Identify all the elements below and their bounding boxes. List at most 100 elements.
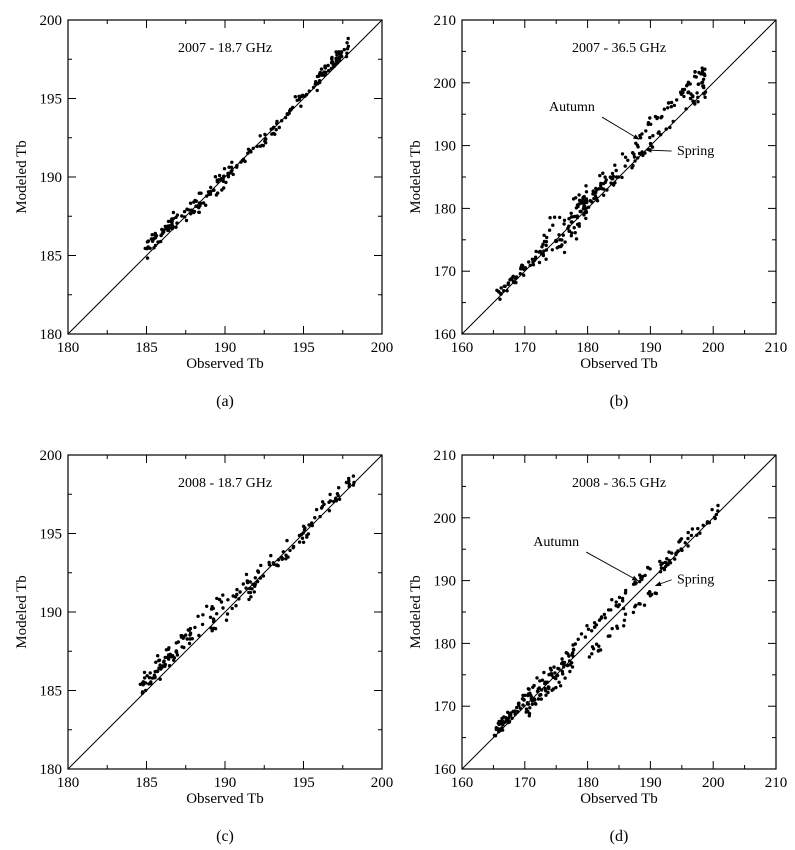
data-point (608, 634, 612, 638)
data-point (253, 584, 257, 588)
data-point (550, 248, 554, 252)
data-point (141, 683, 145, 687)
data-point (558, 215, 562, 220)
data-point (546, 685, 551, 689)
data-point (694, 75, 698, 79)
data-point (283, 115, 288, 120)
data-point (344, 480, 349, 485)
data-point (209, 189, 213, 193)
data-point (158, 677, 162, 681)
data-point (513, 275, 517, 280)
data-point (703, 67, 707, 71)
data-point (555, 673, 560, 678)
data-point (511, 709, 516, 714)
data-point (201, 201, 206, 205)
data-point (514, 280, 518, 285)
data-point (548, 216, 552, 220)
data-point (617, 603, 621, 607)
data-point (646, 566, 650, 570)
data-point (602, 193, 606, 197)
data-point (241, 582, 245, 586)
data-point (541, 242, 545, 246)
data-point (188, 633, 192, 637)
panel-b: 160 170 180 190 200 210 160 170 180 190 200 210 Obse… (408, 13, 787, 410)
data-point (570, 661, 574, 665)
data-point (584, 216, 588, 221)
data-point (225, 612, 230, 616)
data-point (560, 669, 564, 674)
data-point (247, 597, 251, 602)
data-point (280, 119, 284, 123)
x-tick-label: 170 (514, 775, 537, 791)
scatter-points (138, 474, 356, 695)
data-point (590, 200, 594, 204)
y-tick-label: 190 (434, 574, 457, 590)
data-point (555, 246, 559, 250)
data-point (684, 107, 688, 111)
data-point (531, 685, 535, 689)
data-point (272, 125, 276, 129)
data-point (284, 557, 288, 561)
data-point (213, 175, 218, 179)
data-point (335, 53, 339, 57)
data-point (560, 238, 564, 242)
data-point (167, 224, 172, 228)
data-point (554, 685, 558, 690)
data-point (631, 610, 636, 615)
data-point (194, 204, 198, 208)
data-point (540, 678, 545, 682)
data-point (562, 665, 566, 669)
data-point (162, 660, 166, 664)
data-point (544, 693, 548, 697)
data-point (346, 36, 350, 41)
data-point (291, 105, 295, 110)
data-point (701, 84, 705, 88)
data-point (685, 84, 689, 88)
data-point (327, 509, 332, 513)
annotation-autumn: Autumn (549, 100, 595, 115)
data-point (143, 246, 147, 251)
data-point (626, 158, 630, 162)
data-point (624, 588, 628, 593)
data-point (532, 698, 537, 702)
data-point (192, 210, 196, 215)
data-point (642, 603, 647, 607)
data-point (197, 205, 201, 210)
data-point (249, 150, 253, 154)
data-point (582, 199, 586, 203)
y-tick-label: 190 (40, 605, 63, 621)
data-point (342, 47, 346, 52)
scatter-points (143, 36, 351, 260)
data-point (662, 107, 666, 111)
data-point (197, 633, 201, 638)
data-point (526, 692, 531, 696)
data-point (297, 540, 302, 544)
data-point (153, 243, 158, 248)
data-point (497, 728, 502, 732)
data-point (571, 647, 576, 651)
data-point (658, 570, 663, 574)
data-point (664, 564, 668, 569)
data-point (502, 715, 506, 719)
data-point (579, 632, 584, 636)
data-point (351, 474, 356, 478)
data-point (246, 147, 251, 151)
data-point (336, 493, 340, 498)
x-tick-label: 180 (576, 340, 599, 356)
y-tick-label: 200 (434, 511, 457, 527)
panel-caption: (b) (610, 393, 629, 410)
data-point (158, 663, 162, 667)
data-point (570, 231, 574, 235)
data-point (347, 476, 351, 481)
data-point (554, 676, 558, 681)
data-point (140, 690, 145, 694)
data-point (594, 190, 598, 195)
data-point (620, 152, 625, 156)
data-point (586, 627, 591, 631)
data-point (222, 167, 227, 171)
data-point (327, 68, 331, 73)
data-point (509, 711, 513, 715)
data-point (716, 503, 720, 508)
data-point (658, 559, 662, 564)
data-point (591, 189, 595, 193)
